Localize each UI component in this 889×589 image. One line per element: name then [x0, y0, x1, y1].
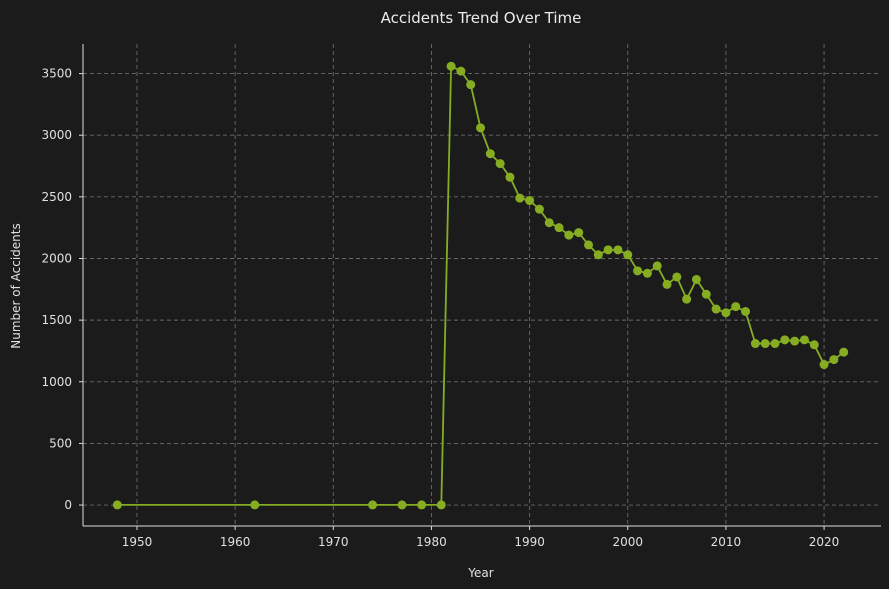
y-tick-label: 500	[49, 436, 72, 450]
data-point	[770, 339, 780, 349]
data-point	[809, 340, 819, 350]
data-point	[711, 304, 721, 314]
data-point	[417, 500, 427, 510]
grid	[83, 44, 881, 526]
data-point	[603, 245, 613, 255]
data-point	[456, 66, 466, 76]
data-point	[780, 335, 790, 345]
data-point	[750, 339, 760, 349]
data-point	[485, 149, 495, 159]
y-axis-title: Number of Accidents	[9, 223, 23, 349]
x-tick-label: 2020	[809, 535, 840, 549]
y-ticks: 0 500 1000 1500 2000 2500 3000 3500	[41, 67, 83, 512]
data-points	[112, 61, 849, 510]
x-tick-label: 1960	[220, 535, 251, 549]
data-point	[466, 80, 476, 90]
data-point	[250, 500, 260, 510]
data-point	[701, 289, 711, 299]
y-tick-label: 1500	[41, 313, 72, 327]
y-tick-label: 2000	[41, 251, 72, 265]
data-point	[760, 339, 770, 349]
data-point	[505, 172, 515, 182]
x-tick-label: 1970	[318, 535, 349, 549]
data-point	[623, 250, 633, 260]
axes	[82, 44, 881, 527]
x-tick-label: 1950	[122, 535, 153, 549]
x-tick-label: 2000	[612, 535, 643, 549]
data-point	[564, 230, 574, 240]
data-point	[633, 266, 643, 276]
data-point	[672, 272, 682, 282]
data-point	[554, 223, 564, 233]
y-tick-label: 0	[64, 498, 72, 512]
y-tick-label: 3500	[41, 67, 72, 81]
data-point	[691, 274, 701, 284]
data-point	[525, 196, 535, 206]
data-point	[731, 302, 741, 312]
data-point	[515, 193, 525, 203]
data-point	[368, 500, 378, 510]
data-point	[839, 347, 849, 357]
x-ticks: 1950 1960 1970 1980 1990 2000 2010 2020	[122, 526, 840, 549]
data-point	[112, 500, 122, 510]
data-point	[613, 245, 623, 255]
data-point	[721, 308, 731, 318]
data-point	[583, 240, 593, 250]
y-tick-label: 2500	[41, 190, 72, 204]
data-point	[642, 268, 652, 278]
data-point	[593, 250, 603, 260]
data-point	[790, 336, 800, 346]
data-point	[446, 61, 456, 71]
x-tick-label: 1990	[514, 535, 545, 549]
data-point	[741, 307, 751, 317]
x-tick-label: 2010	[711, 535, 742, 549]
data-point	[476, 123, 486, 133]
y-tick-label: 3000	[41, 128, 72, 142]
data-point	[799, 335, 809, 345]
data-point	[436, 500, 446, 510]
data-point	[495, 159, 505, 169]
data-point	[819, 360, 829, 370]
chart-title: Accidents Trend Over Time	[381, 9, 582, 27]
y-tick-label: 1000	[41, 375, 72, 389]
data-point	[662, 279, 672, 289]
data-point	[574, 228, 584, 238]
data-point	[682, 294, 692, 304]
data-point	[397, 500, 407, 510]
x-axis-title: Year	[467, 566, 493, 580]
data-point	[544, 218, 554, 228]
data-point	[652, 261, 662, 271]
data-point	[829, 355, 839, 365]
x-tick-label: 1980	[416, 535, 447, 549]
data-point	[534, 204, 544, 214]
